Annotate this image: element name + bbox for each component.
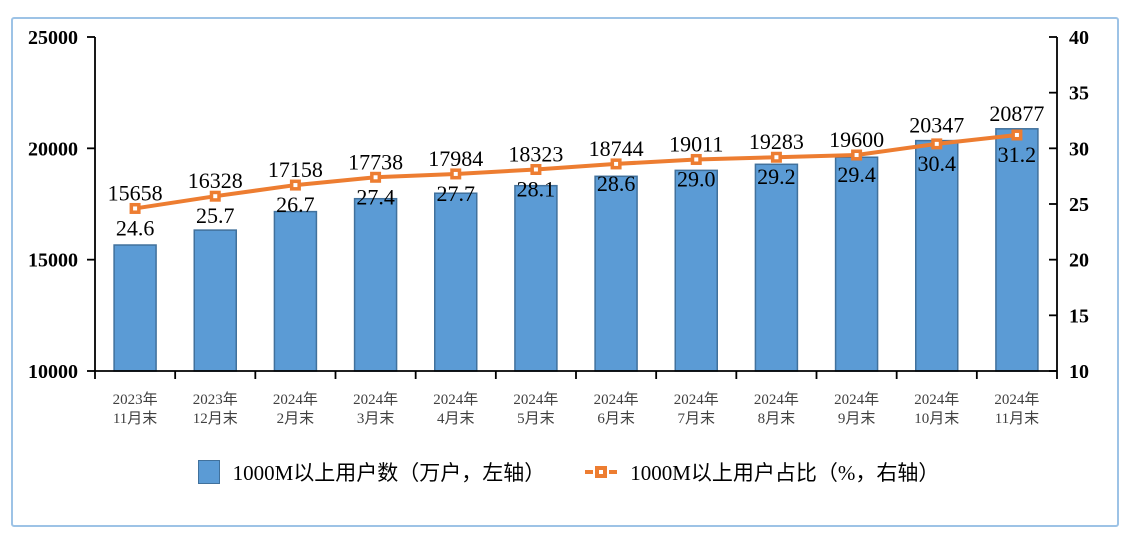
left-axis-tick-label: 15000 xyxy=(28,250,78,272)
pct-value-label-2: 26.7 xyxy=(276,192,315,217)
right-axis-tick-label: 30 xyxy=(1069,138,1089,160)
pct-value-label-10: 30.4 xyxy=(918,151,957,176)
left-axis-tick-label: 25000 xyxy=(28,27,78,49)
line-marker-center-4 xyxy=(453,171,458,176)
category-label-line1: 2024年 xyxy=(353,391,398,408)
line-marker-center-3 xyxy=(373,175,378,180)
legend-item-bar-series: 1000M以上用户数（万户，左轴） xyxy=(197,457,546,487)
category-label-line1: 2024年 xyxy=(834,391,879,408)
right-axis-tick-label: 40 xyxy=(1069,27,1089,49)
pct-value-label-5: 28.1 xyxy=(517,176,556,201)
bar-8 xyxy=(754,163,799,372)
right-axis-tick-label: 15 xyxy=(1069,305,1089,327)
line-marker-center-9 xyxy=(854,153,859,158)
category-label-line2: 5月末 xyxy=(517,410,555,427)
category-label-line2: 11月末 xyxy=(113,410,157,427)
line-series xyxy=(134,132,1018,211)
category-label-line2: 10月末 xyxy=(914,410,959,427)
category-label-line2: 4月末 xyxy=(437,410,475,427)
category-label-line1: 2024年 xyxy=(914,391,959,408)
bar-value-label-10: 20347 xyxy=(909,113,964,138)
pct-value-label-1: 25.7 xyxy=(196,203,235,228)
line-marker-center-11 xyxy=(1014,132,1019,137)
bar-value-label-3: 17738 xyxy=(348,149,403,174)
bar-10 xyxy=(915,139,959,372)
line-series-marker-icon xyxy=(585,466,618,478)
bar-1 xyxy=(193,229,237,372)
line-marker-center-10 xyxy=(934,141,939,146)
bar-value-label-7: 19011 xyxy=(669,131,723,156)
left-axis-tick-label: 10000 xyxy=(28,361,78,383)
right-axis-tick-label: 35 xyxy=(1069,83,1089,105)
category-label-line1: 2024年 xyxy=(994,391,1039,408)
pct-value-label-4: 27.7 xyxy=(437,181,476,206)
category-label-line2: 9月末 xyxy=(838,410,876,427)
pct-value-label-3: 27.4 xyxy=(356,184,395,209)
bar-3 xyxy=(353,197,398,372)
bar-value-label-5: 18323 xyxy=(508,141,563,166)
bar-7 xyxy=(674,169,718,372)
category-label-line1: 2024年 xyxy=(754,391,799,408)
category-label-line2: 3月末 xyxy=(357,410,395,427)
category-label-line1: 2024年 xyxy=(513,391,558,408)
bar-series-legend-label: 1000M以上用户数（万户，左轴） xyxy=(232,461,546,485)
line-marker-center-6 xyxy=(614,161,619,166)
line-series-legend-label: 1000M以上用户占比（%，右轴） xyxy=(630,461,940,485)
bar-5 xyxy=(514,184,558,372)
right-axis-tick-label: 20 xyxy=(1069,250,1089,272)
pct-value-label-0: 24.6 xyxy=(116,215,155,240)
bar-series-swatch-icon xyxy=(197,460,220,484)
bar-value-label-4: 17984 xyxy=(428,146,483,171)
right-axis-tick-label: 25 xyxy=(1069,194,1089,216)
legend-item-line-series: 1000M以上用户占比（%，右轴） xyxy=(585,457,939,487)
right-axis-tick-label: 10 xyxy=(1069,361,1089,383)
pct-value-label-6: 28.6 xyxy=(597,171,636,196)
bar-2 xyxy=(273,210,318,372)
category-label-line2: 8月末 xyxy=(758,410,796,427)
pct-value-label-11: 31.2 xyxy=(998,142,1037,167)
category-label-line1: 2024年 xyxy=(594,391,639,408)
bar-value-label-6: 18744 xyxy=(589,136,644,161)
category-label-line1: 2024年 xyxy=(674,391,719,408)
bar-value-label-8: 19283 xyxy=(749,129,804,154)
category-label-line1: 2023年 xyxy=(113,391,158,408)
category-label-line2: 7月末 xyxy=(677,410,715,427)
bar-value-label-11: 20877 xyxy=(989,101,1044,126)
bar-value-label-0: 15658 xyxy=(108,180,163,205)
pct-value-label-7: 29.0 xyxy=(677,166,716,191)
bar-9 xyxy=(834,156,879,372)
line-marker-center-1 xyxy=(213,194,218,199)
bar-value-label-1: 16328 xyxy=(188,168,243,193)
left-axis-tick-label: 20000 xyxy=(28,138,78,160)
line-marker-center-0 xyxy=(133,206,138,211)
bar-6 xyxy=(594,175,638,372)
line-marker-center-2 xyxy=(293,183,298,188)
category-label-line1: 2024年 xyxy=(273,391,318,408)
pct-value-label-9: 29.4 xyxy=(837,162,876,187)
bar-4 xyxy=(434,192,478,372)
bar-0 xyxy=(113,244,157,372)
line-marker-center-7 xyxy=(694,157,699,162)
bar-value-label-9: 19600 xyxy=(829,127,884,152)
category-label-line2: 12月末 xyxy=(193,410,238,427)
chart-legend: 1000M以上用户数（万户，左轴） 1000M以上用户占比（%，右轴） xyxy=(0,452,1137,492)
category-label-line2: 6月末 xyxy=(597,410,635,427)
category-label-line1: 2024年 xyxy=(433,391,478,408)
line-marker-center-5 xyxy=(533,167,538,172)
bar-value-label-2: 17158 xyxy=(268,157,323,182)
pct-value-label-8: 29.2 xyxy=(757,164,796,189)
line-marker-center-8 xyxy=(774,155,779,160)
category-label-line2: 11月末 xyxy=(995,410,1039,427)
category-label-line1: 2023年 xyxy=(193,391,238,408)
category-label-line2: 2月末 xyxy=(277,410,315,427)
